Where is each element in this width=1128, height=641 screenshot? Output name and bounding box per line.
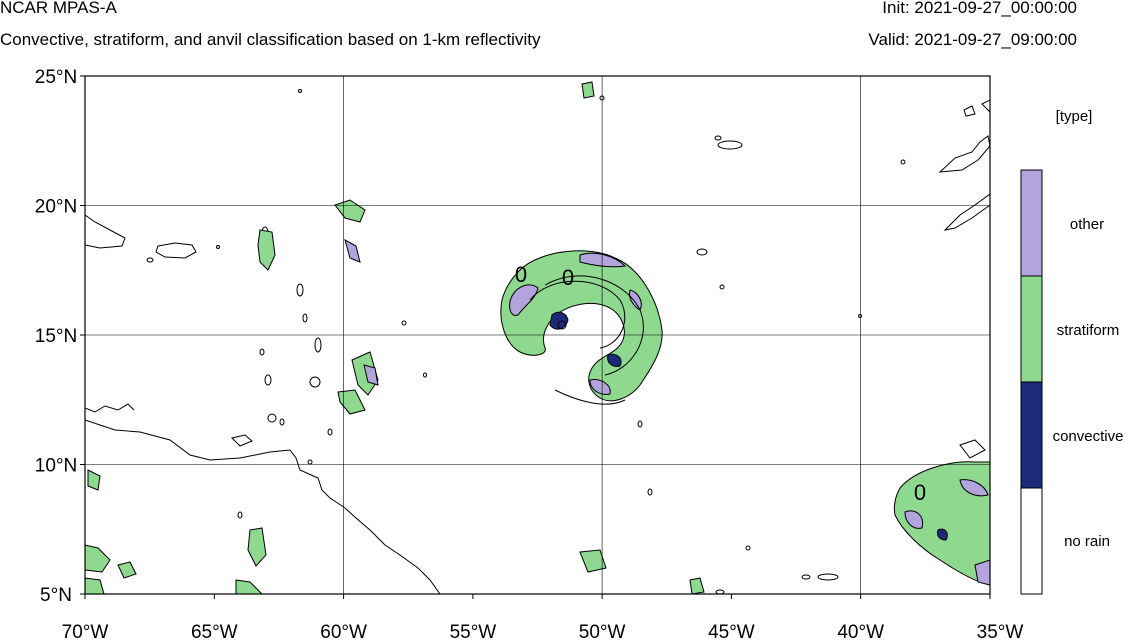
contour-label-0-c: 0: [914, 480, 926, 505]
legend-label-stratiform: stratiform: [1057, 322, 1120, 339]
legend-swatch-convective: [1020, 381, 1043, 489]
plot-subtitle: Convective, stratiform, and anvil classi…: [0, 30, 541, 49]
coastline-trinidad: [231, 434, 253, 447]
legend-swatch-stratiform: [1020, 275, 1043, 383]
init-time: Init: 2021-09-27_00:00:00: [882, 0, 1077, 17]
legend-swatch-other: [1020, 169, 1043, 277]
legend-title: [type]: [1056, 108, 1093, 125]
lat-tick-label: 5°N: [40, 585, 72, 606]
lat-tick-label: 15°N: [35, 326, 77, 347]
lat-tick-label: 25°N: [35, 67, 77, 88]
lon-axis: [84, 594, 991, 599]
lat-tick-label: 10°N: [35, 456, 77, 477]
lon-tick-label: 50°W: [579, 622, 626, 641]
lon-tick-label: 70°W: [62, 622, 109, 641]
lon-tick-label: 65°W: [191, 622, 238, 641]
contour-label-0-a: 0: [515, 262, 527, 287]
map-content: [85, 76, 990, 594]
legend-swatch-no-rain: [1020, 487, 1043, 595]
legend-label-no-rain: no rain: [1064, 533, 1110, 550]
lat-tick-label: 20°N: [35, 197, 77, 218]
lon-tick-label: 60°W: [320, 622, 367, 641]
grid-lines: [85, 76, 990, 594]
lon-tick-label: 55°W: [450, 622, 497, 641]
legend-label-other: other: [1070, 216, 1104, 233]
lon-tick-label: 35°W: [977, 622, 1024, 641]
coastline-caribbean-island: [85, 214, 126, 249]
valid-time: Valid: 2021-09-27_09:00:00: [868, 30, 1077, 49]
coastline-puerto-rico: [155, 242, 197, 259]
legend-colorbar: [1020, 169, 1043, 595]
coastline-venezuela-island: [85, 403, 135, 413]
precip-cells-west: [85, 81, 705, 594]
scattered-contours: [146, 89, 906, 594]
lat-axis: [80, 75, 85, 595]
coastline-south-america: [85, 419, 441, 594]
contour-label-0-b: 0: [562, 265, 574, 290]
lon-tick-label: 45°W: [708, 622, 755, 641]
hurricane-system: [500, 250, 663, 405]
model-title: NCAR MPAS-A: [0, 0, 117, 17]
lon-tick-label: 40°W: [837, 622, 884, 641]
legend-label-convective: convective: [1053, 428, 1124, 445]
